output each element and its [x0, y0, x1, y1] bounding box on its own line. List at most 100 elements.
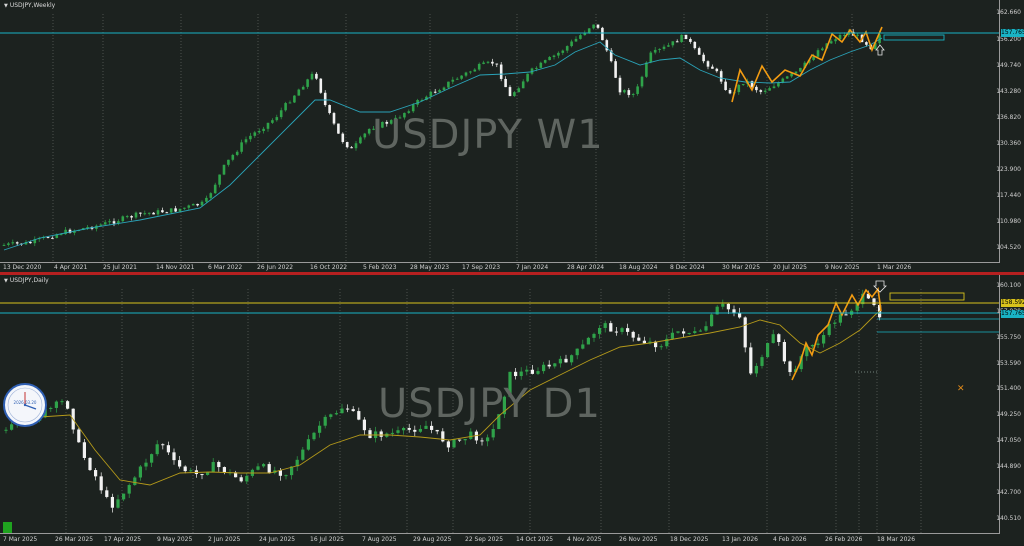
- candle-body: [150, 454, 154, 463]
- candle-body: [838, 34, 842, 40]
- yellow-level-price-tag: 158.592: [1001, 299, 1024, 307]
- candle-body: [227, 159, 230, 165]
- price-tick: 144.890: [996, 463, 1021, 470]
- zigzag-line: [791, 286, 882, 381]
- candle-body: [721, 303, 725, 307]
- status-indicator[interactable]: [3, 522, 12, 533]
- candle-body: [103, 222, 107, 225]
- candle-body: [82, 442, 86, 458]
- candle-body: [4, 429, 8, 431]
- date-label: 9 Nov 2025: [825, 264, 860, 271]
- clock-widget[interactable]: 2026.03.20: [3, 383, 47, 427]
- candle-body: [810, 344, 814, 347]
- candle-body: [693, 331, 697, 334]
- weekly-price-axis[interactable]: 162.660 156.200 149.740 143.280 136.820 …: [996, 0, 1024, 273]
- candle-body: [561, 50, 565, 53]
- candle-body: [46, 236, 50, 238]
- candle-body: [548, 56, 551, 61]
- candle-body: [502, 396, 506, 415]
- price-tick: 117.440: [996, 192, 1021, 199]
- candle-body: [301, 449, 305, 460]
- date-label: 4 Nov 2025: [567, 536, 602, 543]
- candle-body: [357, 411, 361, 420]
- candle-body: [693, 41, 697, 49]
- candle-body: [323, 416, 327, 426]
- candle-body: [10, 424, 14, 430]
- candle-body: [433, 91, 437, 93]
- daily-chart-pane[interactable]: ▼USDJPY,Daily USDJPY D1 160.100 157.930 …: [0, 275, 1024, 546]
- price-tick: 123.900: [996, 166, 1021, 173]
- date-label: 2 Jun 2025: [208, 536, 241, 543]
- candle-body: [155, 444, 159, 455]
- cross-marker-icon[interactable]: ✕: [957, 384, 965, 394]
- candle-body: [750, 81, 754, 87]
- moving-average-line: [3, 37, 883, 251]
- candle-body: [620, 328, 624, 332]
- price-zone-box: [883, 34, 945, 41]
- candle-body: [288, 102, 292, 104]
- candle-body: [381, 121, 384, 128]
- date-label: 13 Jan 2026: [722, 536, 758, 543]
- price-tick: 162.660: [996, 9, 1021, 16]
- candle-body: [645, 62, 648, 77]
- candle-body: [575, 348, 579, 356]
- date-label: 7 Mar 2025: [3, 536, 38, 543]
- candle-body: [558, 358, 562, 364]
- candle-body: [782, 342, 786, 362]
- date-label: 8 Dec 2024: [670, 264, 705, 271]
- candle-body: [553, 363, 557, 367]
- candle-body: [794, 71, 798, 74]
- candle-body: [138, 466, 142, 478]
- weekly-chart-canvas[interactable]: [0, 0, 1000, 262]
- candle-body: [425, 96, 428, 101]
- candle-body: [799, 67, 802, 72]
- candle-body: [760, 357, 764, 366]
- candle-body: [872, 298, 876, 305]
- daily-price-axis[interactable]: 160.100 157.930 155.750 153.590 151.400 …: [996, 275, 1024, 545]
- candle-body: [24, 241, 28, 245]
- daily-chart-canvas[interactable]: [0, 275, 1000, 533]
- candle-body: [640, 76, 644, 87]
- candle-body: [592, 24, 595, 29]
- candle-body: [51, 237, 54, 239]
- candle-body: [583, 32, 587, 36]
- price-tick: 140.510: [996, 515, 1021, 522]
- dropdown-triangle-icon[interactable]: ▼: [4, 278, 8, 284]
- date-label: 14 Nov 2021: [156, 264, 195, 271]
- candle-body: [697, 48, 701, 55]
- pane-separator[interactable]: [0, 272, 1024, 275]
- candle-body: [653, 49, 657, 53]
- candle-body: [772, 86, 776, 89]
- candle-body: [319, 78, 323, 93]
- daily-time-axis[interactable]: 7 Mar 2025 26 Mar 2025 17 Apr 2025 9 May…: [0, 533, 1000, 546]
- date-label: 18 Mar 2026: [877, 536, 916, 543]
- candle-body: [525, 369, 529, 372]
- candle-body: [351, 409, 355, 412]
- candle-body: [497, 414, 501, 430]
- candle-body: [191, 203, 195, 206]
- candle-body: [350, 147, 353, 149]
- candle-body: [665, 338, 669, 347]
- candle-body: [827, 323, 831, 336]
- weekly-time-axis[interactable]: 13 Dec 2020 4 Apr 2021 25 Jul 2021 14 No…: [0, 262, 1000, 273]
- weekly-chart-pane[interactable]: ▼ USDJPY,Weekly USDJPY W1 162.660 156.200…: [0, 0, 1024, 273]
- candle-body: [676, 331, 680, 333]
- candle-body: [245, 475, 249, 482]
- candle-body: [508, 371, 512, 397]
- candle-body: [785, 76, 789, 79]
- candle-body: [144, 462, 148, 467]
- candle-body: [446, 441, 450, 448]
- dropdown-triangle-icon[interactable]: ▼: [4, 3, 8, 9]
- candle-body: [178, 460, 182, 467]
- candle-body: [609, 50, 613, 62]
- date-label: 28 Apr 2024: [567, 264, 605, 271]
- candle-body: [420, 100, 424, 102]
- candle-body: [312, 432, 316, 440]
- candle-body: [473, 69, 477, 72]
- date-label: 9 May 2025: [157, 536, 193, 543]
- candle-body: [834, 39, 837, 42]
- candle-body: [301, 86, 305, 90]
- candle-body: [213, 184, 217, 194]
- candle-body: [407, 111, 411, 113]
- price-tick: 155.750: [996, 334, 1021, 341]
